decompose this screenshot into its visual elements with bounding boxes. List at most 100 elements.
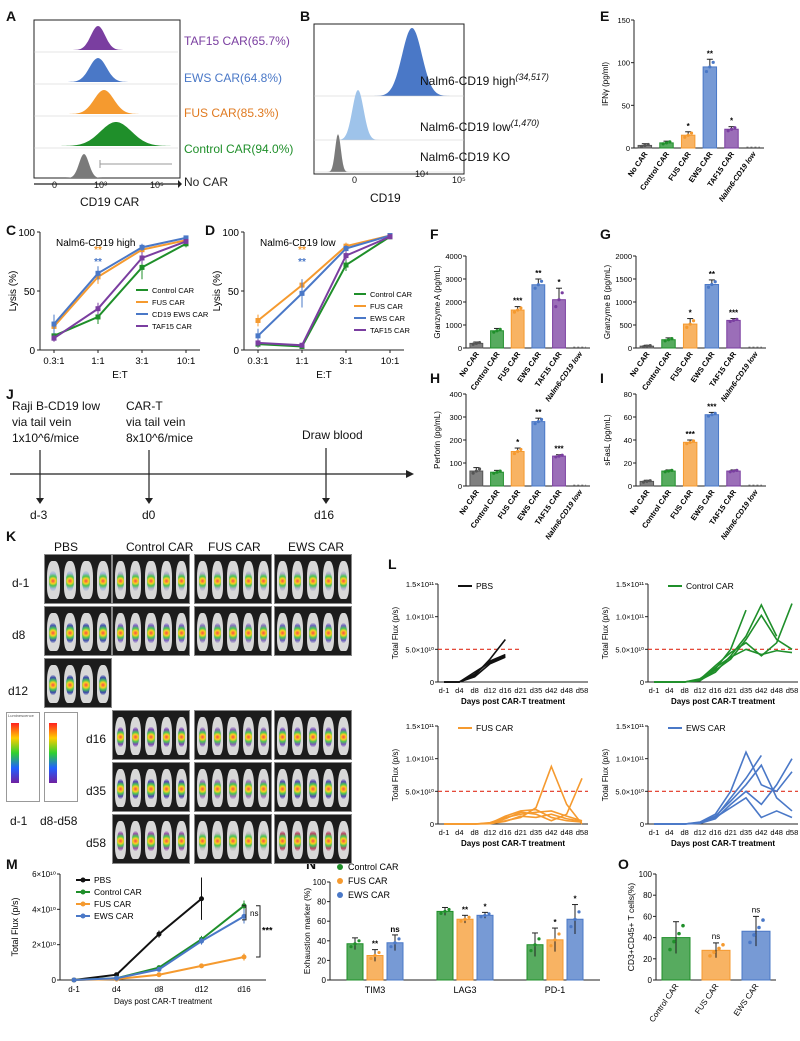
- panel-a-tick-1: 10³: [94, 180, 108, 190]
- panel-f-letter: F: [430, 226, 439, 242]
- x-tick-label-L-1-6: d35: [740, 686, 753, 695]
- series-line-L-3-2: [654, 763, 793, 825]
- dot-E-0-0: [639, 144, 644, 149]
- mouse-4-1-3: [160, 769, 172, 807]
- bioluminescence-signal-1-3-3: [324, 622, 332, 644]
- sig-C-0: **: [94, 245, 102, 256]
- x-tick-label-L-1-3: d12: [694, 686, 707, 695]
- mouse-3-3-2: [307, 717, 319, 755]
- bar-I-1: [661, 470, 676, 487]
- y-tick-label-L-3-3: 1.5×10¹¹: [616, 722, 645, 731]
- dot-F-3-2: [539, 279, 544, 283]
- dot-E-2-1: [686, 133, 690, 137]
- dot-F-1-1: [495, 329, 499, 333]
- panel-g-letter: G: [600, 226, 611, 242]
- dot-H-2-1: [516, 449, 520, 454]
- series-line-L-3-0: [654, 754, 762, 825]
- mouse-image-5-3: [274, 814, 352, 864]
- dot-H-3-0: [533, 422, 537, 426]
- dot-N-0-2-0: [529, 949, 533, 953]
- bioluminescence-signal-1-1-0: [117, 622, 125, 644]
- bioluminescence-signal-4-1-3: [162, 778, 170, 800]
- mouse-1-3-1: [292, 613, 304, 651]
- dot-I-4-0: [728, 470, 732, 474]
- panel-j-day-2: d16: [314, 508, 335, 522]
- x-tick-label-L-3-6: d35: [740, 828, 753, 837]
- panel-j-step-2: Draw blood: [302, 428, 363, 442]
- dot-O-1-0: [708, 954, 712, 958]
- point-D-2-2: [343, 246, 349, 252]
- mouse-0-1-0: [115, 561, 127, 599]
- dot-F-3-1: [536, 283, 540, 287]
- legend-label-N-1: FUS CAR: [348, 876, 388, 886]
- y-axis-label-N: Exhaustion marker (%): [302, 888, 312, 975]
- legend-label-C-2: CD19 EWS CAR: [152, 310, 209, 319]
- y-tick-label-H-3: 300: [449, 413, 462, 422]
- dot-E-4-1: [729, 127, 734, 131]
- sig-I-2: ***: [685, 430, 695, 439]
- sig-M-1: ***: [262, 926, 273, 936]
- x-tick-label-N-1: LAG3: [453, 985, 476, 995]
- dot-O-1-3: [721, 942, 725, 947]
- point-M-3-3: [199, 938, 204, 944]
- panel-j-step-1-line-1: via tail vein: [126, 415, 186, 429]
- bioluminescence-signal-3-1-0: [117, 726, 125, 748]
- mouse-2-0-0: [47, 665, 60, 703]
- y-axis-label-G: Granzyme B (pg/mL): [603, 265, 612, 340]
- dot-I-0-1: [645, 479, 649, 483]
- x-tick-label-D-1: 1:1: [295, 356, 308, 367]
- y-axis-label-E: IFNγ (pg/ml): [601, 62, 610, 106]
- dot-G-2-2: [691, 319, 696, 323]
- bioluminescence-signal-1-1-3: [162, 622, 170, 644]
- x-tick-label-D-2: 3:1: [339, 356, 352, 367]
- bioluminescence-signal-4-2-3: [244, 778, 252, 800]
- bioluminescence-signal-3-2-0: [199, 726, 207, 748]
- x-tick-label-L-3-1: d4: [665, 828, 673, 837]
- x-axis-label-L-0: Days post CAR-T treatment: [461, 697, 565, 706]
- bar-I-4: [726, 470, 741, 487]
- legend-marker-N-0: [337, 864, 343, 870]
- dot-N-1-0-1: [373, 953, 377, 958]
- series-line-L-1-0: [654, 609, 747, 683]
- y-tick-label-O-3: 60: [643, 912, 652, 921]
- bioluminescence-signal-3-2-3: [244, 726, 252, 748]
- dot-H-4-1: [557, 454, 561, 458]
- x-tick-label-L-1-0: d-1: [649, 686, 660, 695]
- mouse-0-3-1: [292, 561, 304, 599]
- dot-I-4-2: [735, 468, 739, 472]
- bar-N-0-1: [436, 910, 454, 981]
- y-tick-label-F-4: 4000: [445, 252, 462, 261]
- dot-N-1-2-0: [549, 944, 553, 948]
- x-tick-label-L-3-4: d16: [709, 828, 722, 837]
- panel-b-row-label-2: Nalm6-CD19 KO: [420, 150, 511, 164]
- panel-k-day-2: d12: [8, 684, 29, 698]
- bar-E-3: [702, 66, 718, 149]
- x-tick-label-M-3: d12: [195, 985, 209, 994]
- legend-label-L-2: FUS CAR: [476, 723, 513, 733]
- bioluminescence-signal-0-3-4: [339, 570, 347, 592]
- mouse-3-3-1: [292, 717, 304, 755]
- y-tick-label-M-0: 0: [52, 976, 57, 985]
- panel-j-timeline: Raji B-CD19 low via tail vein 1x10^6/mic…: [8, 398, 418, 528]
- y-tick-label-L-2-3: 1.5×10¹¹: [406, 722, 435, 731]
- dot-G-4-2: [735, 317, 739, 321]
- mouse-4-2-1: [212, 769, 224, 807]
- flow-histogram-a-3: [38, 122, 176, 146]
- panel-b-row-label-1: Nalm6-CD19 low(1,470): [420, 118, 539, 134]
- bioluminescence-signal-5-1-1: [132, 830, 140, 852]
- dot-E-3-0: [704, 69, 709, 74]
- bioluminescence-signal-3-1-2: [147, 726, 155, 748]
- dot-H-0-0: [471, 471, 475, 475]
- dot-G-1-2: [670, 337, 674, 341]
- x-tick-label-L-2-0: d-1: [439, 828, 450, 837]
- sig-D-0: **: [298, 245, 306, 256]
- point-M-3-2: [156, 966, 162, 972]
- dot-E-3-2: [711, 60, 715, 64]
- panel-j-step-0: Raji B-CD19 low via tail vein 1x10^6/mic…: [12, 398, 100, 446]
- panel-k-scale-gradient-1: [49, 723, 57, 783]
- series-line-D-3: [257, 235, 391, 347]
- bioluminescence-signal-4-2-0: [199, 778, 207, 800]
- bioluminescence-signal-4-1-0: [117, 778, 125, 800]
- bar-I-3: [704, 414, 720, 487]
- bioluminescence-signal-3-3-0: [279, 726, 287, 748]
